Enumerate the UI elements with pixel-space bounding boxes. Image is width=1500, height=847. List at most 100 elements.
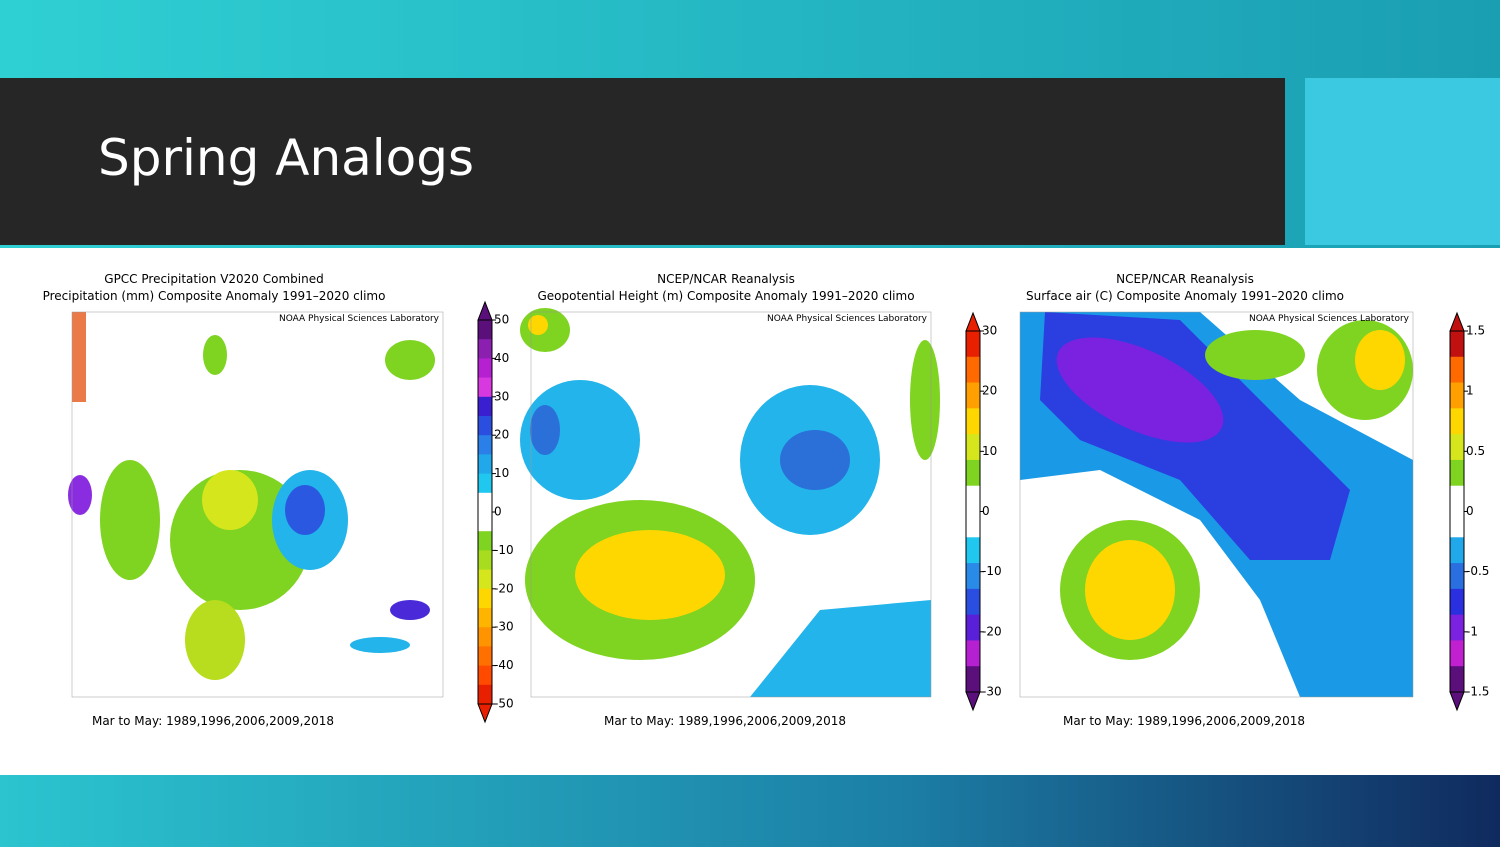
panel-title: Surface air (C) Composite Anomaly 1991–2… <box>1026 289 1344 303</box>
colorbar-label: -30 <box>982 685 1002 699</box>
colorbar-label: 0.5 <box>1466 444 1485 458</box>
colorbar-segment <box>1450 485 1464 512</box>
colorbar-segment <box>1450 408 1464 435</box>
footer: Mar to May: 1989,1996,2006,2009,2018 <box>92 714 334 728</box>
colorbar-arrow <box>1449 691 1465 712</box>
panel-title: Geopotential Height (m) Composite Anomal… <box>537 289 914 303</box>
colorbar-label: 20 <box>494 428 509 442</box>
colorbar-segment <box>478 512 492 532</box>
colorbar-label: -20 <box>982 624 1002 638</box>
colorbar-label: -10 <box>494 543 514 557</box>
colorbar-segment <box>478 377 492 398</box>
colorbar-arrow <box>477 703 493 724</box>
colorbar-label: 0 <box>494 505 502 519</box>
panel-title: NCEP/NCAR Reanalysis <box>1116 272 1254 286</box>
colorbar-segment <box>1450 537 1464 564</box>
colorbar-arrow <box>477 300 493 321</box>
colorbar-segment <box>966 588 980 616</box>
colorbar-segment <box>478 435 492 455</box>
slide-title: Spring Analogs <box>98 129 474 187</box>
colorbar-segment <box>966 408 980 435</box>
colorbar-label: -0.5 <box>1466 564 1489 578</box>
colorbar-segment <box>478 684 492 705</box>
colorbar-label: -20 <box>494 581 514 595</box>
colorbar-label: 30 <box>982 324 997 338</box>
colorbar-segment <box>478 531 492 551</box>
credit: NOAA Physical Sciences Laboratory <box>1249 314 1410 324</box>
colorbar-label: -30 <box>494 620 514 634</box>
colorbar-segment <box>478 416 492 436</box>
colorbar-segment <box>478 339 492 359</box>
map-precip <box>68 312 443 697</box>
colorbar-label: 30 <box>494 389 509 403</box>
colorbar-label: 0 <box>982 504 990 518</box>
map-border <box>1019 311 1414 698</box>
footer: Mar to May: 1989,1996,2006,2009,2018 <box>1063 714 1305 728</box>
colorbar-segment <box>478 608 492 628</box>
colorbar-segment <box>1450 331 1464 358</box>
colorbar-label: -10 <box>982 564 1002 578</box>
map-height <box>520 308 940 697</box>
panel-title: NCEP/NCAR Reanalysis <box>657 272 795 286</box>
colorbar-segment <box>966 382 980 409</box>
colorbar-label: -50 <box>494 697 514 711</box>
colorbar-segment <box>478 665 492 686</box>
colorbar-segment <box>966 640 980 667</box>
colorbar-segment <box>1450 356 1464 384</box>
title-bar <box>0 78 1285 245</box>
colorbar-segment <box>478 627 492 647</box>
colorbar-label: -1.5 <box>1466 685 1489 699</box>
colorbar-segment <box>478 569 492 590</box>
colorbar-segment <box>966 331 980 358</box>
colorbar-label: 20 <box>982 384 997 398</box>
colorbar-segment <box>478 492 492 513</box>
colorbar-segment <box>478 473 492 494</box>
colorbar-segment <box>966 511 980 538</box>
colorbar-segment <box>966 356 980 384</box>
colorbar-arrow <box>1449 311 1465 332</box>
colorbar-label: 10 <box>494 466 509 480</box>
panel-title: Precipitation (mm) Composite Anomaly 199… <box>43 289 386 303</box>
colorbar-label: 50 <box>494 313 509 327</box>
colorbar-segment <box>1450 640 1464 667</box>
colorbar-label: 10 <box>982 444 997 458</box>
colorbar-segment <box>478 320 492 340</box>
colorbar-segment <box>1450 563 1464 590</box>
map-border <box>530 311 932 698</box>
credit: NOAA Physical Sciences Laboratory <box>279 314 440 324</box>
colorbar-segment <box>478 588 492 609</box>
colorbar-label: 0 <box>1466 504 1474 518</box>
colorbar-label: 40 <box>494 351 509 365</box>
colorbar-segment <box>966 563 980 590</box>
colorbar-segment <box>966 459 980 487</box>
colorbar-segment <box>966 666 980 693</box>
credit: NOAA Physical Sciences Laboratory <box>767 314 928 324</box>
colorbar-segment <box>966 485 980 512</box>
map-temp <box>1020 312 1413 697</box>
colorbar-segment <box>1450 382 1464 409</box>
colorbar-segment <box>1450 434 1464 461</box>
colorbar-segment <box>478 358 492 379</box>
colorbar-segment <box>478 646 492 667</box>
bottom-band <box>0 775 1500 847</box>
colorbar-segment <box>478 550 492 571</box>
colorbar-segment <box>1450 614 1464 641</box>
colorbar-segment <box>1450 588 1464 616</box>
colorbar-label: -40 <box>494 658 514 672</box>
map-border <box>71 311 444 698</box>
colorbar-segment <box>1450 459 1464 487</box>
colorbar-segment <box>478 396 492 417</box>
footer: Mar to May: 1989,1996,2006,2009,2018 <box>604 714 846 728</box>
colorbar-arrow <box>965 311 981 332</box>
colorbar-segment <box>1450 511 1464 538</box>
accent-square <box>1305 78 1500 245</box>
colorbar-label: 1 <box>1466 384 1474 398</box>
colorbar-arrow <box>965 691 981 712</box>
colorbar-segment <box>966 614 980 641</box>
colorbar-segment <box>478 454 492 475</box>
colorbar-segment <box>966 434 980 461</box>
colorbar-label: -1 <box>1466 624 1478 638</box>
panel-title: GPCC Precipitation V2020 Combined <box>104 272 323 286</box>
colorbar-label: 1.5 <box>1466 324 1485 338</box>
